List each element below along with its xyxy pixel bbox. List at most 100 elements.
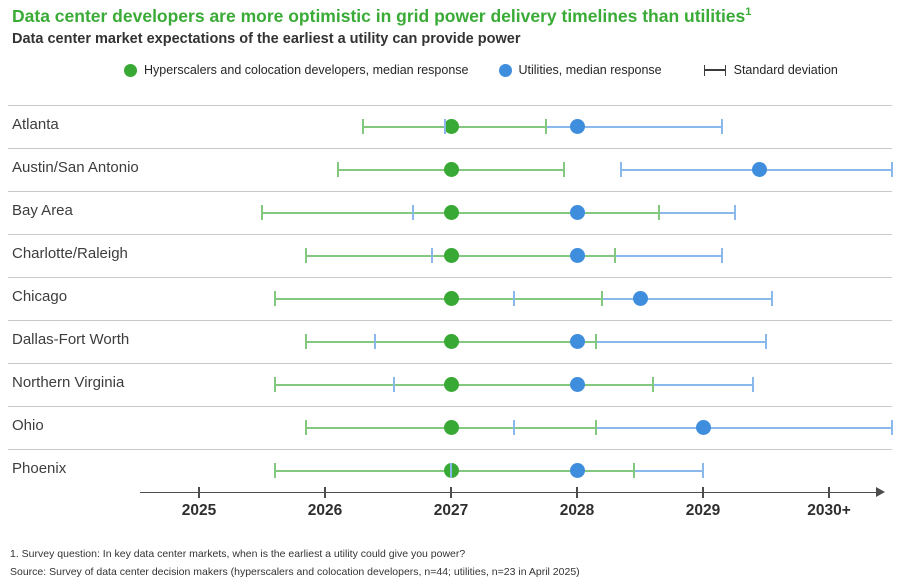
x-axis-arrow-icon bbox=[876, 487, 885, 497]
developers-median-dot bbox=[443, 162, 459, 177]
utilities-sd-cap bbox=[443, 119, 446, 134]
x-axis-tick-label: 2028 bbox=[559, 502, 595, 519]
utilities-sd-cap bbox=[891, 420, 893, 435]
legend-item-utilities: Utilities, median response bbox=[498, 63, 662, 77]
legend-utilities-label: Utilities, median response bbox=[518, 63, 662, 77]
utilities-sd-cap bbox=[431, 248, 434, 263]
market-label: Dallas-Fort Worth bbox=[12, 331, 130, 348]
market-label: Chicago bbox=[12, 288, 68, 305]
developers-sd-bar bbox=[306, 254, 615, 257]
page-title: Data center developers are more optimist… bbox=[12, 6, 751, 27]
developers-sd-cap bbox=[657, 205, 660, 220]
developers-median-dot bbox=[443, 119, 459, 134]
x-axis-tick bbox=[198, 486, 200, 498]
market-label: Northern Virginia bbox=[12, 374, 125, 391]
market-row: Ohio bbox=[0, 406, 900, 449]
developers-sd-cap bbox=[601, 291, 604, 306]
x-axis: 2025 2026 2027 2028 2029 2030+ bbox=[0, 485, 900, 540]
developers-sd-cap bbox=[305, 420, 308, 435]
market-row: Northern Virginia bbox=[0, 363, 900, 406]
market-row: Austin/San Antonio bbox=[0, 148, 900, 191]
market-label: Atlanta bbox=[12, 116, 59, 133]
developers-sd-cap bbox=[305, 334, 308, 349]
utilities-median-dot bbox=[569, 377, 585, 392]
x-axis-tick bbox=[576, 486, 578, 498]
market-row: Bay Area bbox=[0, 191, 900, 234]
utilities-sd-cap bbox=[374, 334, 377, 349]
x-axis-tick bbox=[450, 486, 452, 498]
developers-dot-icon bbox=[124, 63, 137, 77]
developers-sd-cap bbox=[273, 463, 276, 478]
x-axis-tick-label: 2026 bbox=[307, 502, 343, 519]
market-row: Atlanta bbox=[0, 105, 900, 148]
developers-median-dot bbox=[443, 205, 459, 220]
x-axis-tick bbox=[324, 486, 326, 498]
developers-sd-cap bbox=[651, 377, 654, 392]
legend-item-stdev: Standard deviation bbox=[703, 63, 838, 77]
utilities-median-dot bbox=[695, 420, 711, 435]
utilities-sd-cap bbox=[771, 291, 774, 306]
legend-stdev-label: Standard deviation bbox=[733, 63, 838, 77]
utilities-median-dot bbox=[752, 162, 768, 177]
developers-median-dot bbox=[443, 420, 459, 435]
market-row: Charlotte/Raleigh bbox=[0, 234, 900, 277]
developers-sd-cap bbox=[594, 420, 597, 435]
developers-median-dot bbox=[443, 334, 459, 349]
developers-sd-bar bbox=[262, 211, 659, 214]
x-axis-tick-label: 2030+ bbox=[807, 502, 851, 519]
developers-sd-bar bbox=[274, 383, 653, 386]
market-row: Phoenix bbox=[0, 449, 900, 492]
utilities-median-dot bbox=[632, 291, 648, 306]
chart-subtitle: Data center market expectations of the e… bbox=[12, 31, 521, 47]
utilities-sd-cap bbox=[733, 205, 736, 220]
developers-median-dot bbox=[443, 248, 459, 263]
x-axis-line bbox=[140, 491, 878, 493]
utilities-sd-cap bbox=[620, 162, 623, 177]
utilities-median-dot bbox=[569, 248, 585, 263]
title-footnote-marker: 1 bbox=[745, 6, 752, 19]
utilities-sd-cap bbox=[412, 205, 415, 220]
x-axis-tick-label: 2027 bbox=[433, 502, 469, 519]
legend-developers-label: Hyperscalers and colocation developers, … bbox=[144, 63, 469, 77]
page-title-text: Data center developers are more optimist… bbox=[12, 6, 746, 26]
footnotes: 1. Survey question: In key data center m… bbox=[10, 545, 580, 581]
developers-sd-cap bbox=[594, 334, 597, 349]
utilities-sd-cap bbox=[720, 119, 723, 134]
x-axis-tick bbox=[702, 486, 704, 498]
market-label: Bay Area bbox=[12, 202, 73, 219]
developers-sd-cap bbox=[613, 248, 616, 263]
market-label: Austin/San Antonio bbox=[12, 159, 139, 176]
utilities-sd-cap bbox=[765, 334, 767, 349]
developers-sd-bar bbox=[274, 297, 603, 300]
x-axis-tick-label: 2029 bbox=[685, 502, 721, 519]
utilities-dot-icon bbox=[498, 63, 512, 77]
utilities-sd-cap bbox=[752, 377, 755, 392]
developers-sd-cap bbox=[305, 248, 308, 263]
developers-sd-cap bbox=[261, 205, 263, 220]
developers-median-dot bbox=[443, 291, 459, 306]
footnote-survey-question: 1. Survey question: In key data center m… bbox=[10, 548, 466, 560]
market-label: Charlotte/Raleigh bbox=[12, 245, 128, 262]
market-row: Chicago bbox=[0, 277, 900, 320]
developers-sd-cap bbox=[273, 291, 276, 306]
x-axis-tick-label: 2025 bbox=[181, 502, 217, 519]
standard-deviation-icon bbox=[703, 64, 726, 76]
utilities-median-dot bbox=[569, 205, 585, 220]
footnote-source: Source: Survey of data center decision m… bbox=[10, 566, 580, 578]
utilities-sd-cap bbox=[513, 291, 515, 306]
utilities-sd-cap bbox=[891, 162, 893, 177]
developers-sd-cap bbox=[544, 119, 547, 134]
utilities-sd-cap bbox=[702, 463, 704, 478]
x-axis-tick bbox=[828, 486, 830, 498]
utilities-sd-cap bbox=[720, 248, 723, 263]
utilities-median-dot bbox=[569, 463, 585, 478]
market-label: Phoenix bbox=[12, 460, 67, 477]
chart-rows: Atlanta Austin/San Antonio Bay Area Charlot… bbox=[0, 105, 900, 492]
market-row: Dallas-Fort Worth bbox=[0, 320, 900, 363]
developers-sd-cap bbox=[273, 377, 276, 392]
developers-sd-cap bbox=[336, 162, 339, 177]
market-label: Ohio bbox=[12, 417, 44, 434]
utilities-median-dot bbox=[569, 119, 585, 134]
utilities-median-dot bbox=[569, 334, 585, 349]
